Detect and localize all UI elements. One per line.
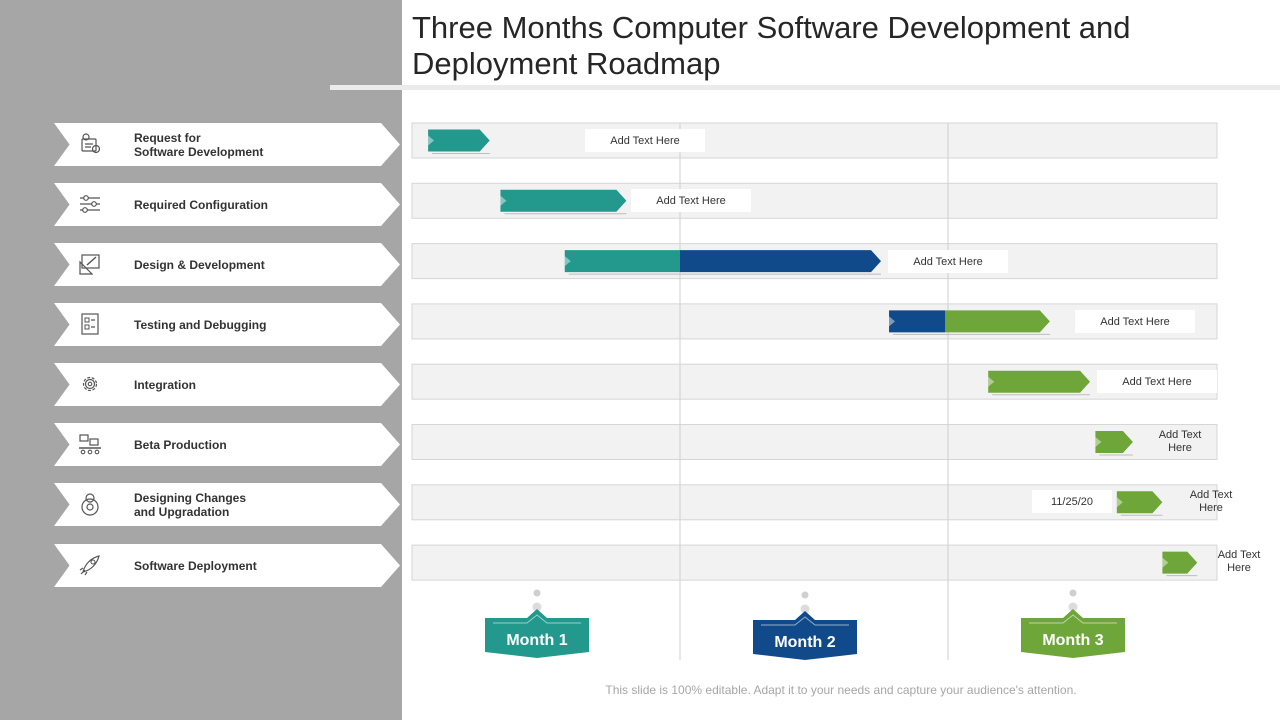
- note-row-2: Add Text Here: [631, 189, 751, 212]
- title-bar: [402, 0, 1280, 88]
- month-label: Month 1: [506, 632, 567, 649]
- bar-notch: [1116, 497, 1123, 508]
- note-row-5: Add Text Here: [1097, 370, 1217, 393]
- task-label-text: Design & Development: [134, 257, 265, 272]
- task-label-text: Beta Production: [134, 437, 227, 452]
- bar-notch: [988, 376, 995, 387]
- row-background: [411, 363, 1218, 400]
- note-row-1: Add Text Here: [585, 129, 705, 152]
- gantt-bar-segment: [988, 370, 1091, 393]
- footer-caption: This slide is 100% editable. Adapt it to…: [605, 683, 1077, 697]
- marker-dot: [800, 604, 810, 614]
- row-background: [411, 544, 1218, 581]
- month-badge: [485, 609, 589, 658]
- task-label-text: Designing Changes and Upgradation: [134, 490, 247, 519]
- gantt-bar-segment: [1116, 491, 1163, 514]
- month-label: Month 3: [1042, 632, 1103, 649]
- task-label-upgradation: Designing Changes and Upgradation: [54, 483, 400, 526]
- conveyor-icon: [79, 434, 101, 455]
- gantt-bar-segment: [500, 189, 627, 212]
- design-icon: [79, 254, 100, 275]
- gantt-bar-segment: [680, 250, 881, 273]
- month-badge: [753, 611, 857, 660]
- badge-trim: [1029, 614, 1117, 624]
- note-row-3: Add Text Here: [888, 250, 1008, 273]
- bar-notch: [889, 316, 896, 327]
- task-label-text: Required Configuration: [134, 197, 268, 212]
- task-label-integration: Integration: [54, 363, 400, 406]
- bar-notch: [564, 256, 571, 267]
- marker-dot: [801, 591, 809, 599]
- task-label-request: Request for Software Development: [54, 123, 400, 166]
- task-label-beta: Beta Production: [54, 423, 400, 466]
- month-label: Month 2: [774, 634, 835, 651]
- marker-dot: [1069, 589, 1077, 597]
- note-row-8: Add Text Here: [1217, 549, 1261, 574]
- gear-icon: [82, 376, 98, 392]
- task-label-testing: Testing and Debugging: [54, 303, 400, 346]
- note-row-7: Add Text Here: [1189, 489, 1233, 514]
- date-label: 11/25/20: [1032, 490, 1112, 513]
- left-panel: [0, 0, 402, 720]
- bar-notch: [428, 135, 435, 146]
- task-label-configuration: Required Configuration: [54, 183, 400, 226]
- gantt-bar-segment: [428, 129, 490, 152]
- month-badge: [1021, 609, 1125, 658]
- task-label-text: Testing and Debugging: [134, 317, 267, 332]
- row-background: [411, 424, 1218, 460]
- gantt-bar-segment: [1095, 431, 1133, 453]
- note-row-6: Add Text Here: [1158, 429, 1202, 454]
- upgrade-icon: [81, 493, 99, 516]
- marker-dot: [533, 589, 541, 597]
- task-label-text: Software Deployment: [134, 558, 257, 573]
- bar-notch: [500, 195, 507, 206]
- task-label-text: Integration: [134, 377, 196, 392]
- testing-icon: [81, 313, 99, 335]
- marker-dot: [1068, 602, 1078, 612]
- badge-trim: [493, 614, 581, 624]
- title-divider: [330, 85, 1280, 90]
- gantt-bar-segment: [945, 310, 1050, 333]
- row-background: [411, 122, 1218, 159]
- marker-dot: [532, 602, 542, 612]
- note-row-4: Add Text Here: [1075, 310, 1195, 333]
- bar-notch: [1162, 557, 1169, 568]
- request-icon: [81, 133, 101, 154]
- rocket-icon: [79, 555, 100, 576]
- gantt-bar-segment: [564, 250, 680, 273]
- task-label-design: Design & Development: [54, 243, 400, 286]
- task-label-text: Request for Software Development: [134, 130, 264, 159]
- page-title: Three Months Computer Software Developme…: [412, 10, 1131, 81]
- gantt-bar-segment: [1162, 551, 1198, 574]
- task-label-deployment: Software Deployment: [54, 544, 400, 587]
- badge-trim: [761, 616, 849, 626]
- bar-notch: [1095, 437, 1102, 447]
- sliders-icon: [80, 195, 100, 213]
- gantt-bar-segment: [889, 310, 946, 333]
